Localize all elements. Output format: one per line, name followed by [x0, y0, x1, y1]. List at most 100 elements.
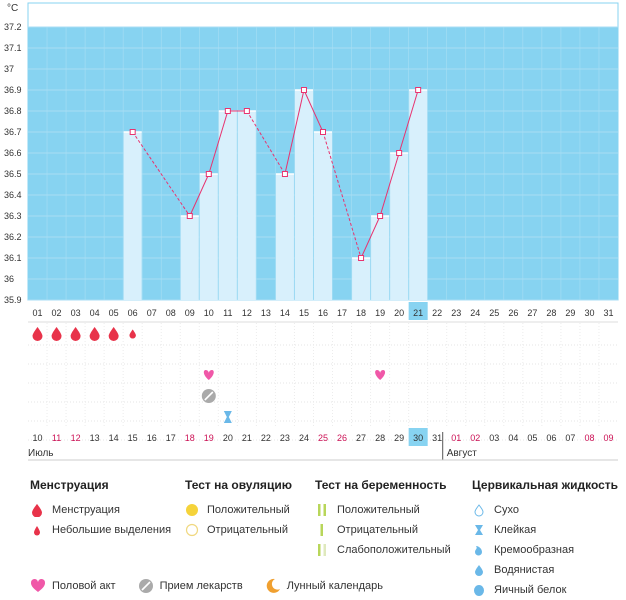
temperature-line-segment [284, 89, 305, 175]
date-label: 01 [451, 433, 461, 443]
y-tick-label: 36.1 [4, 253, 22, 263]
day-label: 25 [489, 308, 499, 318]
legend-item: Кремообразная [472, 540, 622, 560]
date-label: 27 [356, 433, 366, 443]
legend-label: Прием лекарств [159, 580, 243, 592]
temperature-bar [313, 132, 333, 300]
temperature-bar [371, 216, 390, 300]
date-label: 12 [71, 433, 81, 443]
legend-menstruation-title: Менструация [30, 478, 109, 492]
bbt-chart: 37.2 37.1 37 36.9 36.8 36.7 36.6 36.5 36.4 36.3 36… [4, 2, 619, 461]
y-tick-label: 37.2 [4, 22, 22, 32]
day-label: 24 [470, 308, 480, 318]
temperature-point [224, 108, 231, 114]
blood-drop-icon [30, 503, 44, 518]
temperature-point [377, 213, 384, 219]
day-label: 15 [299, 308, 309, 318]
legend-item: Положительный [315, 500, 465, 520]
legend-label: Слабоположительный [337, 544, 451, 556]
temperature-bar [409, 90, 428, 300]
y-axis: 37.2 37.1 37 36.9 36.8 36.7 36.6 36.5 36.4 36.3 36… [4, 22, 22, 305]
temperature-bar [352, 258, 371, 300]
day-label: 04 [90, 308, 100, 318]
date-label: 03 [489, 433, 499, 443]
temperature-bar [123, 132, 142, 300]
day-label: 23 [451, 308, 461, 318]
date-label: 05 [527, 433, 537, 443]
pregnancy-weak-icon [315, 543, 329, 557]
temperature-bar [180, 216, 199, 300]
temperature-bar [275, 174, 294, 300]
day-label: 11 [223, 308, 232, 318]
date-label: 06 [546, 433, 556, 443]
menstruation-drop [51, 327, 62, 342]
heart-icon [30, 578, 46, 594]
legend-label: Яичный белок [494, 584, 567, 596]
day-label: 31 [603, 308, 613, 318]
legend-label: Отрицательный [337, 524, 418, 536]
date-label: 19 [204, 433, 214, 443]
month-label: Август [447, 448, 478, 459]
y-tick-label: 37 [4, 64, 14, 74]
date-label: 26 [337, 433, 347, 443]
intercourse-heart [375, 370, 386, 380]
y-axis-unit: °C [7, 3, 18, 14]
menstruation-drop [108, 327, 119, 342]
small-blood-drop-icon [30, 523, 44, 537]
day-label: 28 [546, 308, 556, 318]
legend-item: Яичный белок [472, 580, 622, 600]
watery-icon [472, 563, 486, 577]
day-label: 08 [166, 308, 176, 318]
legend-label: Небольшие выделения [52, 524, 172, 536]
legend-label: Сухо [494, 504, 519, 516]
y-tick-label: 36.7 [4, 127, 22, 137]
temperature-point [358, 255, 365, 261]
sticky-icon [472, 523, 486, 537]
legend-label: Водянистая [494, 564, 555, 576]
legend-pregnancy: Тест на беременность Положительный Отриц… [315, 478, 465, 560]
pill-icon [138, 578, 154, 594]
legend-label: Отрицательный [207, 524, 288, 536]
y-tick-label: 35.9 [4, 295, 22, 305]
ovulation-negative-icon [185, 523, 199, 537]
temperature-line-segment [379, 152, 400, 217]
date-label: 21 [242, 433, 252, 443]
legend-label: Лунный календарь [286, 580, 383, 592]
temperature-bar [218, 111, 237, 300]
date-label: 14 [109, 433, 119, 443]
day-label: 22 [432, 308, 442, 318]
date-label: 10 [33, 433, 43, 443]
legend-label: Половой акт [52, 580, 116, 592]
temperature-point [243, 108, 250, 114]
day-label: 21 [413, 308, 423, 318]
legend-label: Положительный [337, 504, 420, 516]
creamy-icon [472, 543, 486, 557]
medication-pill-slash [204, 391, 214, 401]
legend-ovulation-title: Тест на овуляцию [185, 478, 292, 492]
date-label: 02 [470, 433, 480, 443]
day-highlight [408, 302, 428, 320]
temperature-point [186, 213, 193, 219]
legend-item: Сухо [472, 500, 622, 520]
legend-cervical-title: Цервикальная жидкость [472, 478, 619, 492]
temperature-point [396, 150, 403, 156]
temperature-line-segment [303, 89, 324, 133]
day-label: 01 [33, 308, 43, 318]
date-label: 28 [375, 433, 385, 443]
y-tick-label: 36.3 [4, 211, 22, 221]
date-label: 22 [261, 433, 271, 443]
temperature-point [281, 171, 288, 177]
date-label: 23 [280, 433, 290, 443]
temperature-line-segment [322, 131, 362, 259]
pregnancy-positive-icon [315, 503, 329, 517]
day-label: 06 [128, 308, 138, 318]
date-label: 07 [565, 433, 575, 443]
legend-pregnancy-title: Тест на беременность [315, 478, 447, 492]
plot-area [27, 2, 619, 301]
date-label: 25 [318, 433, 328, 443]
legend-ovulation: Тест на овуляцию Положительный Отрицател… [185, 478, 315, 540]
temperature-line-segment [132, 131, 191, 217]
temperature-point [320, 129, 326, 135]
date-label: 31 [432, 433, 442, 443]
legend-item: Отрицательный [315, 520, 465, 540]
